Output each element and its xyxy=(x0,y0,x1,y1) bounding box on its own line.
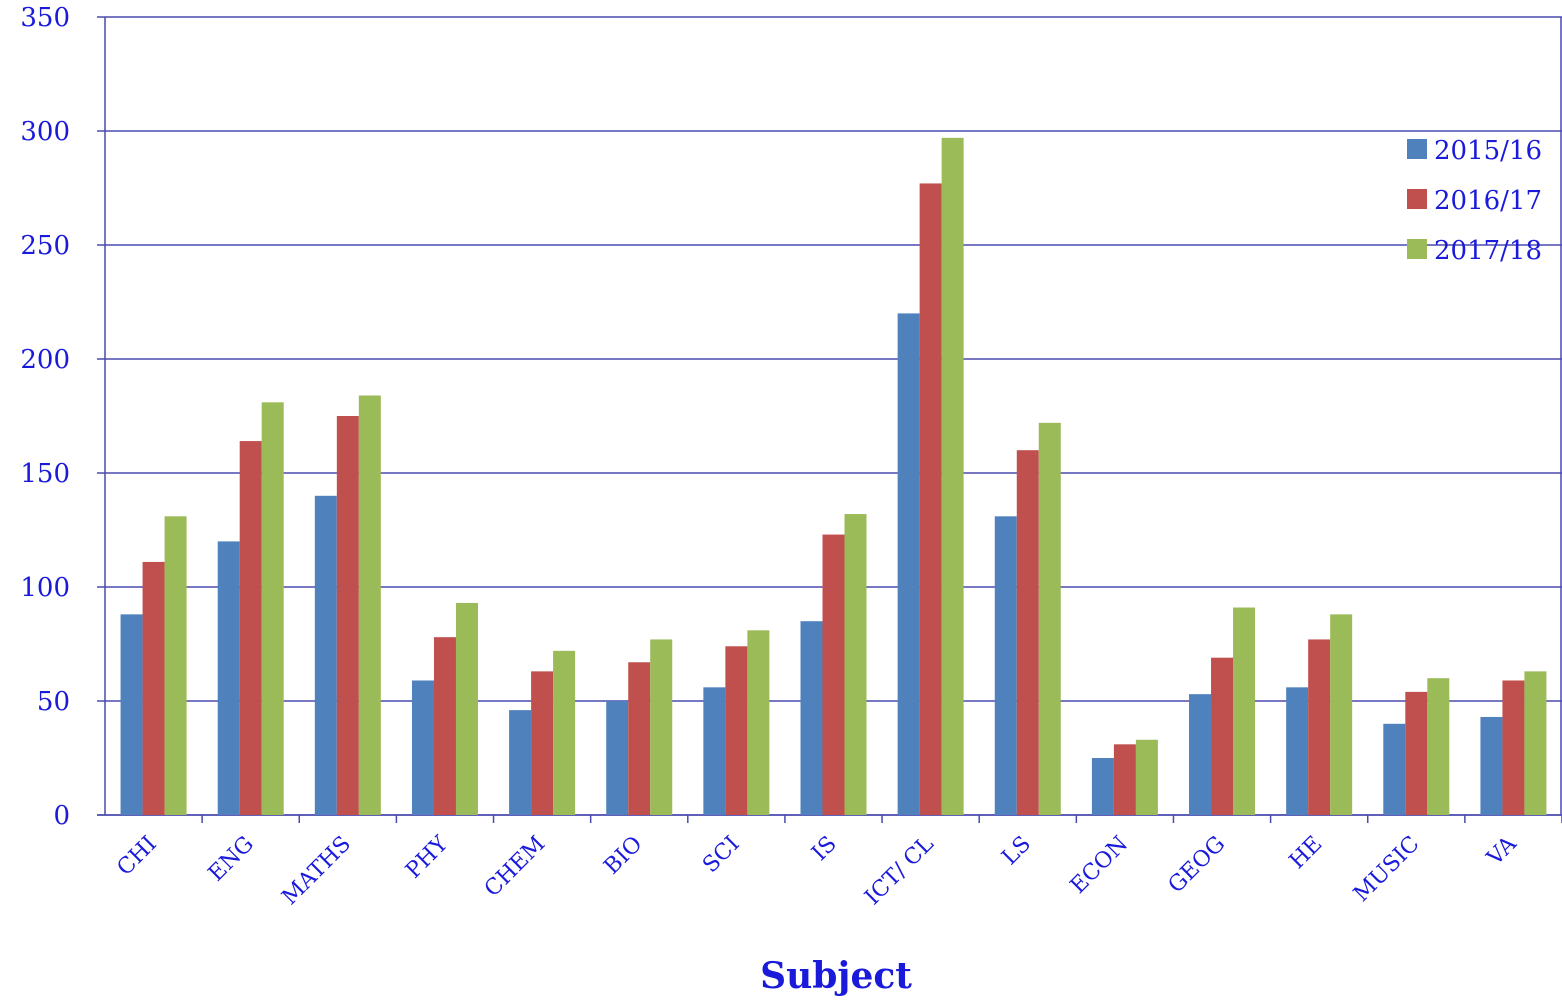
bar-ictcl-2015-16 xyxy=(897,313,920,815)
bar-va-2017-18 xyxy=(1524,671,1547,815)
legend-swatch xyxy=(1407,239,1427,259)
y-tick-labels: 0 50 100 150 200 250 300 350 xyxy=(20,3,70,831)
legend: 2015/16 2016/17 2017/18 xyxy=(1407,136,1542,266)
bar-music-2015-16 xyxy=(1383,723,1406,815)
bar-sci-2017-18 xyxy=(747,630,770,815)
bar-he-2016-17 xyxy=(1308,639,1331,815)
y-tick-label: 0 xyxy=(53,801,70,831)
bar-geog-2015-16 xyxy=(1189,694,1212,815)
bar-is-2017-18 xyxy=(844,514,867,815)
y-tick-label: 250 xyxy=(20,231,70,261)
bars xyxy=(120,137,1547,816)
bar-is-2016-17 xyxy=(822,534,845,815)
bar-econ-2016-17 xyxy=(1113,744,1136,815)
bar-ictcl-2017-18 xyxy=(941,137,964,816)
bar-va-2016-17 xyxy=(1502,680,1525,815)
y-tick-label: 150 xyxy=(20,459,70,489)
bar-sci-2015-16 xyxy=(703,687,726,815)
bar-music-2017-18 xyxy=(1427,678,1450,815)
bar-he-2017-18 xyxy=(1330,614,1353,815)
bar-bio-2015-16 xyxy=(606,701,629,815)
x-category-label: BIO xyxy=(599,832,647,880)
legend-label: 2016/17 xyxy=(1434,186,1542,216)
legend-swatch xyxy=(1407,139,1427,159)
y-tick-label: 50 xyxy=(37,687,70,717)
bar-va-2015-16 xyxy=(1480,716,1503,815)
y-tick-label: 200 xyxy=(20,345,70,375)
bar-ls-2016-17 xyxy=(1016,450,1039,815)
bar-chem-2016-17 xyxy=(531,671,554,815)
y-tick-label: 350 xyxy=(20,3,70,33)
bar-ictcl-2016-17 xyxy=(919,183,942,815)
bar-sci-2016-17 xyxy=(725,646,748,815)
bar-bio-2016-17 xyxy=(628,662,651,815)
x-category-label: CHI xyxy=(113,832,162,881)
y-tick-label: 300 xyxy=(20,117,70,147)
legend-label: 2017/18 xyxy=(1434,236,1542,266)
x-category-label: HE xyxy=(1285,832,1328,875)
legend-swatch xyxy=(1407,189,1427,209)
bar-econ-2017-18 xyxy=(1135,739,1158,815)
bar-music-2016-17 xyxy=(1405,691,1428,815)
bar-geog-2017-18 xyxy=(1233,607,1256,815)
bar-chem-2017-18 xyxy=(553,650,576,815)
bar-bio-2017-18 xyxy=(650,639,673,815)
bar-phy-2016-17 xyxy=(433,637,456,815)
bar-eng-2016-17 xyxy=(239,441,262,815)
bar-ls-2017-18 xyxy=(1038,422,1061,815)
x-category-label: GEOG xyxy=(1164,832,1231,899)
x-category-label: SCI xyxy=(698,832,744,878)
bar-chi-2015-16 xyxy=(120,614,143,815)
x-category-label: CHEM xyxy=(480,832,550,902)
bar-eng-2017-18 xyxy=(261,402,284,815)
x-category-label: VA xyxy=(1482,831,1523,872)
bar-maths-2016-17 xyxy=(336,416,359,815)
bar-chi-2016-17 xyxy=(142,561,165,815)
bar-ls-2015-16 xyxy=(994,516,1017,815)
x-category-label: PHY xyxy=(401,831,453,883)
x-category-label: LS xyxy=(997,832,1036,871)
y-tick-label: 100 xyxy=(20,573,70,603)
bar-geog-2016-17 xyxy=(1211,657,1234,815)
x-category-label: MATHS xyxy=(277,832,356,911)
bar-phy-2015-16 xyxy=(411,680,434,815)
x-category-labels: CHI ENG MATHS PHY CHEM BIO SCI IS ICT/ CL LS ECON G… xyxy=(113,831,1523,910)
bar-econ-2015-16 xyxy=(1091,758,1114,815)
bar-eng-2015-16 xyxy=(217,541,240,815)
bar-chem-2015-16 xyxy=(509,710,532,815)
bar-chi-2017-18 xyxy=(164,516,187,815)
bar-is-2015-16 xyxy=(800,621,823,815)
bar-he-2015-16 xyxy=(1286,687,1309,815)
x-category-label: MUSIC xyxy=(1349,832,1424,907)
bar-maths-2015-16 xyxy=(314,495,337,815)
x-axis-title: Subject xyxy=(760,955,912,997)
legend-label: 2015/16 xyxy=(1434,136,1542,166)
bar-phy-2017-18 xyxy=(455,602,478,815)
bar-maths-2017-18 xyxy=(358,395,381,815)
x-category-label: IS xyxy=(807,832,841,866)
x-category-label: ENG xyxy=(204,832,259,887)
x-category-label: ICT/ CL xyxy=(860,831,939,910)
x-category-label: ECON xyxy=(1066,832,1133,899)
